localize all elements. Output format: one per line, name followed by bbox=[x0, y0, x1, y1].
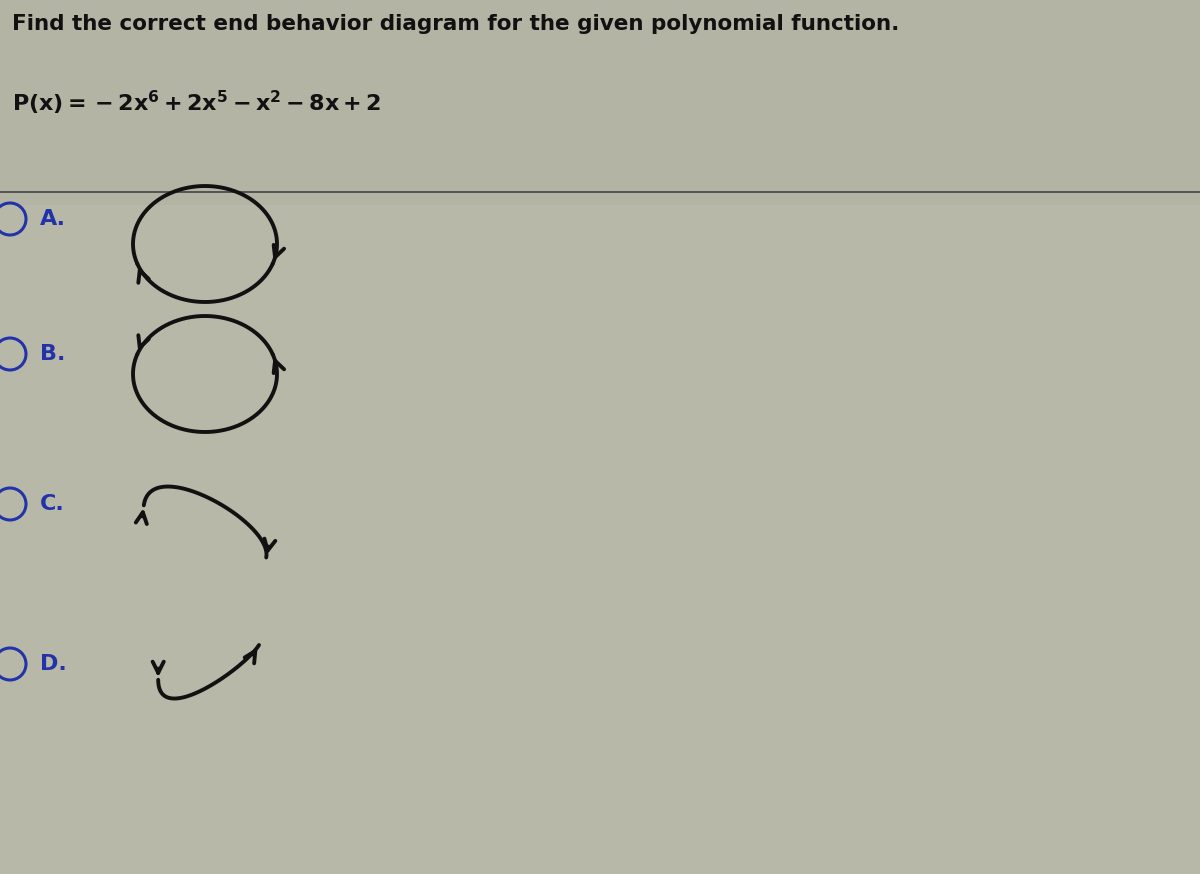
FancyBboxPatch shape bbox=[0, 0, 1200, 205]
Text: C.: C. bbox=[40, 494, 65, 514]
Text: $\mathbf{P(x) = -2x^6 + 2x^5 - x^2 - 8x + 2}$: $\mathbf{P(x) = -2x^6 + 2x^5 - x^2 - 8x … bbox=[12, 89, 382, 117]
Text: A.: A. bbox=[40, 209, 66, 229]
Text: Find the correct end behavior diagram for the given polynomial function.: Find the correct end behavior diagram fo… bbox=[12, 14, 899, 34]
Text: D.: D. bbox=[40, 654, 67, 674]
Text: B.: B. bbox=[40, 344, 65, 364]
